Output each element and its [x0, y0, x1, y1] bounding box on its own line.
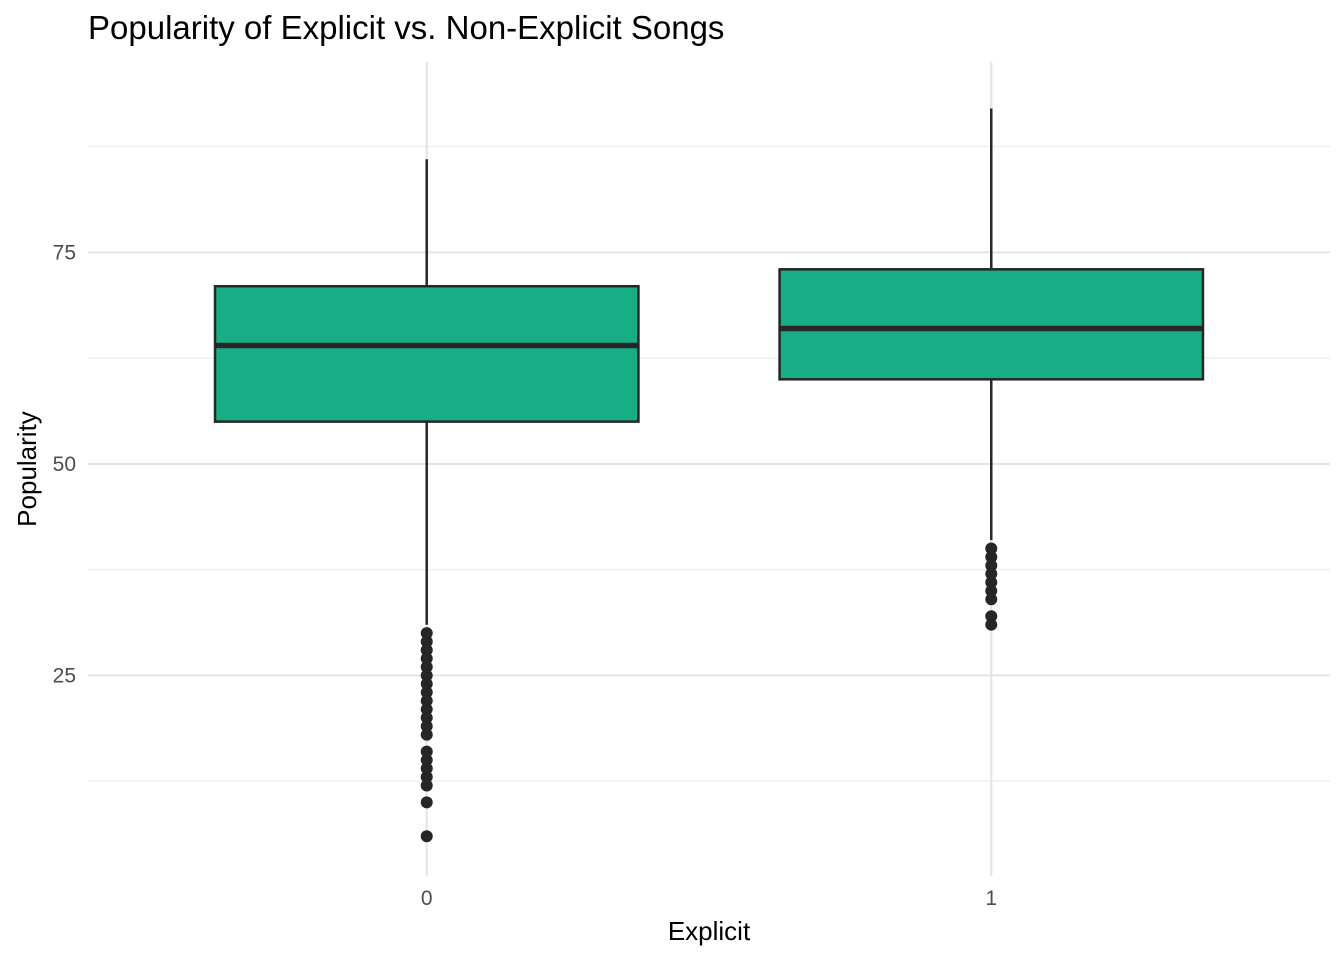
- outlier-point: [420, 703, 433, 716]
- outlier-point: [420, 762, 433, 775]
- outlier-point: [420, 754, 433, 767]
- outlier-point: [420, 677, 433, 690]
- outlier-point: [420, 694, 433, 707]
- outlier-point: [420, 644, 433, 657]
- outlier-point: [420, 728, 433, 741]
- outlier-point: [985, 593, 998, 606]
- y-tick-label: 50: [53, 453, 76, 476]
- y-axis-title: Popularity: [12, 411, 42, 527]
- outlier-point: [985, 576, 998, 589]
- box-group-1: [778, 108, 1205, 631]
- label-layer: 25 50 75 0 1: [53, 241, 997, 910]
- outlier-point: [985, 559, 998, 572]
- iqr-box: [778, 268, 1205, 381]
- outlier-point: [420, 779, 433, 792]
- x-axis-title: Explicit: [668, 916, 751, 946]
- outlier-point: [420, 652, 433, 665]
- outlier-point: [985, 618, 998, 631]
- outlier-point: [420, 796, 433, 809]
- iqr-box: [213, 284, 640, 423]
- outlier-point: [420, 771, 433, 783]
- outlier-point: [420, 686, 433, 699]
- outlier-point: [985, 584, 998, 597]
- outlier-point: [985, 567, 998, 580]
- x-tick-label: 0: [421, 887, 433, 910]
- data-layer: [213, 108, 1205, 843]
- outlier-point: [985, 551, 998, 563]
- box-group-0: [213, 159, 640, 843]
- grid-layer: [88, 62, 1330, 876]
- outlier-point: [420, 661, 433, 673]
- outlier-point: [420, 830, 433, 843]
- outlier-point: [420, 711, 433, 724]
- outlier-point: [420, 635, 433, 648]
- outlier-point: [420, 627, 433, 640]
- outlier-point: [985, 542, 998, 555]
- y-tick-label: 25: [53, 664, 76, 687]
- y-tick-label: 75: [53, 241, 76, 264]
- x-tick-label: 1: [985, 887, 997, 910]
- chart-title: Popularity of Explicit vs. Non-Explicit …: [88, 9, 724, 46]
- outlier-point: [985, 610, 998, 623]
- outlier-point: [420, 669, 433, 682]
- outlier-point: [420, 745, 433, 758]
- outlier-point: [420, 720, 433, 733]
